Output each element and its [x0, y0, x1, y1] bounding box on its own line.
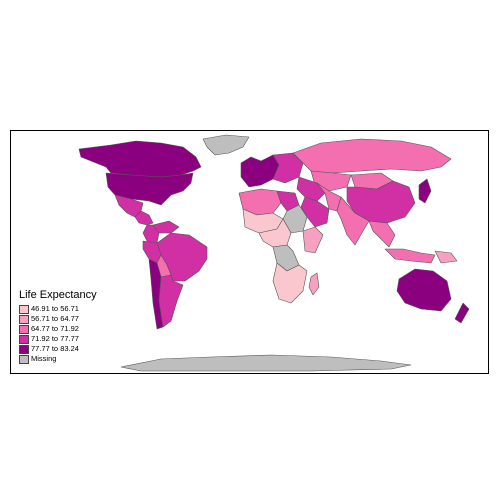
country-antarctica [120, 354, 412, 372]
country-papua [434, 250, 458, 264]
country-australia [396, 268, 452, 312]
country-central-africa [258, 218, 292, 248]
country-indonesia [384, 248, 436, 264]
legend-item: 56.71 to 64.77 [19, 314, 97, 324]
country-greenland [202, 134, 250, 156]
country-new-zealand [454, 302, 470, 324]
country-arabia [300, 196, 330, 228]
country-central-america [134, 210, 154, 226]
country-argentina [158, 274, 184, 328]
country-russia [292, 138, 452, 174]
country-japan [418, 178, 432, 204]
legend-item: 64.77 to 71.92 [19, 324, 97, 334]
country-china [346, 180, 416, 224]
map-frame: Life Expectancy 46.91 to 56.71 56.71 to … [10, 130, 489, 374]
country-madagascar [308, 272, 320, 296]
legend-label: 71.92 to 77.77 [31, 334, 79, 343]
legend-item: 71.92 to 77.77 [19, 334, 97, 344]
legend-swatch [19, 314, 29, 324]
country-india [336, 196, 370, 246]
legend-swatch [19, 324, 29, 334]
country-east-africa [302, 226, 324, 254]
world-map [78, 134, 470, 372]
legend-item: 77.77 to 83.24 [19, 344, 97, 354]
legend-item: Missing [19, 354, 97, 364]
legend-item: 46.91 to 56.71 [19, 304, 97, 314]
legend-swatch [19, 304, 29, 314]
legend-swatch [19, 334, 29, 344]
legend-label: 56.71 to 64.77 [31, 314, 79, 323]
country-southeast-asia [368, 220, 396, 248]
legend-title: Life Expectancy [19, 289, 97, 301]
legend-swatch [19, 344, 29, 354]
country-southern-africa [272, 262, 308, 304]
legend-label: Missing [31, 354, 57, 363]
legend: Life Expectancy 46.91 to 56.71 56.71 to … [19, 289, 97, 364]
legend-label: 77.77 to 83.24 [31, 344, 79, 353]
legend-swatch [19, 354, 29, 364]
legend-label: 64.77 to 71.92 [31, 324, 79, 333]
country-canada [78, 140, 202, 178]
country-western-europe [240, 154, 280, 188]
legend-label: 46.91 to 56.71 [31, 304, 79, 313]
